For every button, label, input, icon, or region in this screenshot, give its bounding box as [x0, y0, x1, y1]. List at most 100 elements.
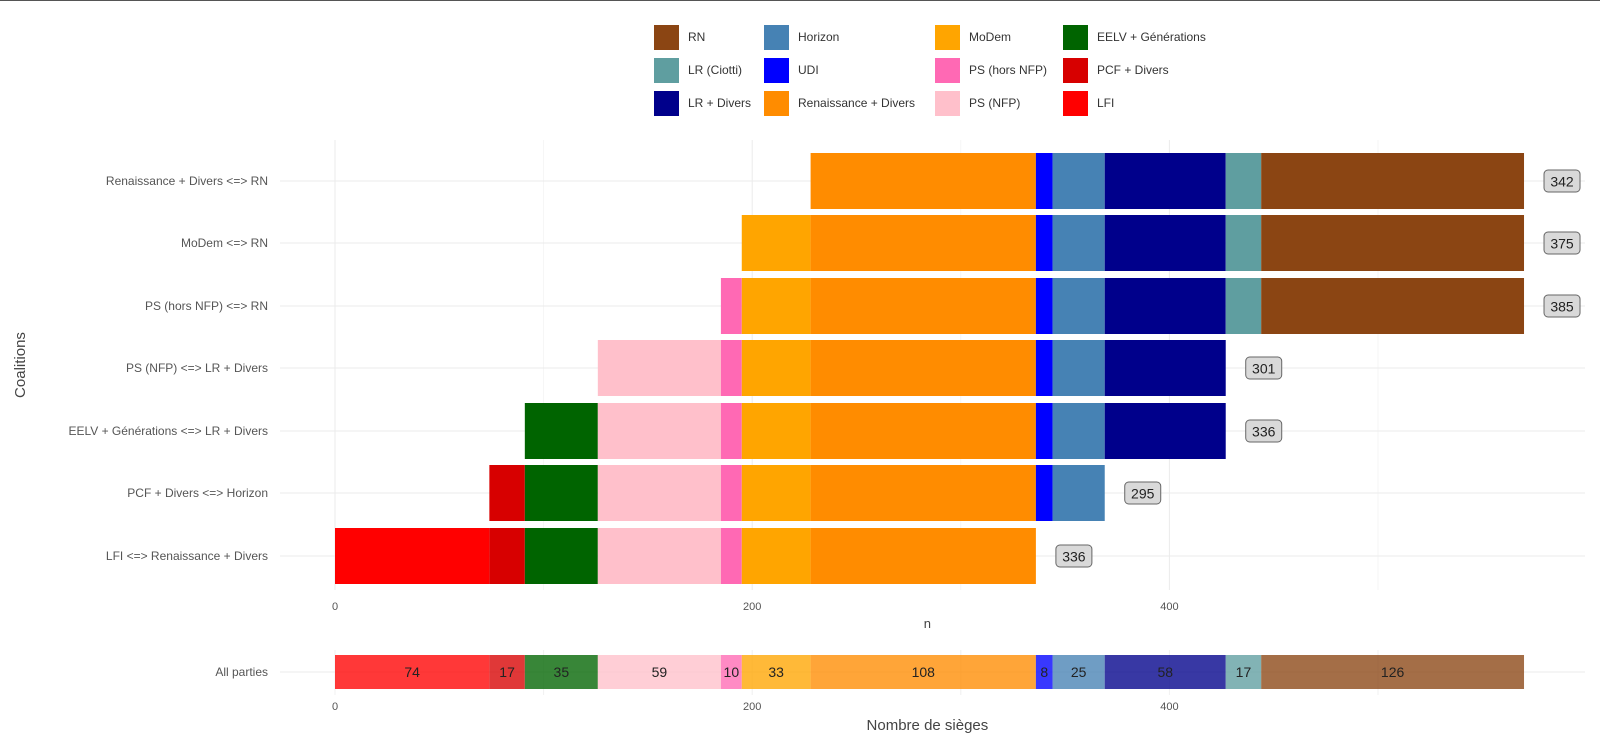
- category-label: MoDem <=> RN: [181, 236, 268, 250]
- segment-value-label: 58: [1157, 664, 1173, 680]
- category-label: EELV + Générations <=> LR + Divers: [68, 424, 268, 438]
- bar-segment-horizon: [1052, 153, 1105, 209]
- category-label: PS (hors NFP) <=> RN: [145, 299, 268, 313]
- bar-segment-renaissance-divers: [810, 215, 1036, 271]
- legend-item-rn: RN: [654, 24, 705, 50]
- total-label-box: [1543, 231, 1581, 255]
- total-label-box: [1124, 481, 1162, 505]
- legend-swatch: [1063, 24, 1088, 50]
- legend-item-lfi: LFI: [1063, 90, 1114, 116]
- bar-segment-horizon: [1052, 403, 1105, 459]
- legend-label: PS (NFP): [969, 96, 1021, 110]
- top-border: [0, 0, 1600, 1]
- bar-segment-udi: [1035, 465, 1053, 521]
- legend-item-renaissance-divers: Renaissance + Divers: [764, 90, 915, 116]
- bar-segment-eelv-g-n-rations: [524, 465, 598, 521]
- legend-label: LR (Ciotti): [688, 63, 743, 77]
- legend-item-ps-nfp: PS (NFP): [935, 90, 1020, 116]
- category-label: PS (NFP) <=> LR + Divers: [126, 361, 268, 375]
- bar-segment-udi: [1035, 403, 1053, 459]
- all-parties-segment-modem: [741, 655, 811, 689]
- all-parties-segment-ps-hors-nfp: [720, 655, 742, 689]
- x-tick-label: 200: [743, 701, 761, 713]
- bar-segment-modem: [741, 278, 811, 334]
- legend-item-modem: MoDem: [935, 24, 1011, 50]
- total-label: 336: [1252, 424, 1276, 440]
- all-parties-segment-ps-nfp: [597, 655, 721, 689]
- bar-segment-lr-divers: [1104, 215, 1226, 271]
- all-parties-segment-rn: [1261, 655, 1525, 689]
- legend-swatch: [764, 90, 789, 116]
- legend-swatch: [764, 24, 789, 50]
- x-tick-label: 0: [332, 601, 338, 613]
- bar-segment-horizon: [1052, 215, 1105, 271]
- legend-label: Renaissance + Divers: [798, 96, 916, 110]
- all-parties-segment-renaissance-divers: [810, 655, 1036, 689]
- legend-label: UDI: [798, 63, 819, 77]
- bar-segment-lfi: [335, 528, 490, 584]
- all-parties-segment-pcf-divers: [489, 655, 525, 689]
- legend-swatch: [654, 90, 679, 116]
- legend-label: LFI: [1097, 96, 1115, 110]
- legend-swatch: [935, 90, 960, 116]
- segment-value-label: 59: [652, 664, 668, 680]
- bar-segment-lr-divers: [1104, 403, 1226, 459]
- legend-item-ps-hors-nfp: PS (hors NFP): [935, 57, 1047, 83]
- bar-segment-eelv-g-n-rations: [524, 528, 598, 584]
- legend-swatch: [654, 57, 679, 83]
- bar-segment-lr-ciotti: [1225, 278, 1262, 334]
- bar-segment-ps-hors-nfp: [720, 465, 742, 521]
- bar-segment-ps-hors-nfp: [720, 278, 742, 334]
- bar-segment-ps-hors-nfp: [720, 403, 742, 459]
- all-parties-segment-lfi: [335, 655, 490, 689]
- bar-segment-lr-divers: [1104, 278, 1226, 334]
- legend-item-lr-divers: LR + Divers: [654, 90, 751, 116]
- bar-segment-ps-hors-nfp: [720, 340, 742, 396]
- category-label: Renaissance + Divers <=> RN: [106, 174, 268, 188]
- bar-segment-rn: [1261, 153, 1525, 209]
- total-label: 385: [1550, 299, 1574, 315]
- segment-value-label: 8: [1040, 664, 1048, 680]
- total-label: 336: [1062, 549, 1086, 565]
- bar-segment-pcf-divers: [489, 528, 525, 584]
- all-parties-segment-udi: [1035, 655, 1053, 689]
- bar-segment-ps-nfp: [597, 403, 721, 459]
- legend-label: PS (hors NFP): [969, 63, 1048, 77]
- x-tick-label: 200: [743, 601, 761, 613]
- bar-segment-eelv-g-n-rations: [524, 403, 598, 459]
- legend-swatch: [764, 57, 789, 83]
- x-tick-label: 400: [1160, 701, 1178, 713]
- y-axis-title: Coalitions: [12, 332, 29, 398]
- segment-value-label: 35: [554, 664, 570, 680]
- bar-segment-renaissance-divers: [810, 465, 1036, 521]
- legend-item-udi: UDI: [764, 57, 819, 83]
- all-parties-segment-lr-divers: [1104, 655, 1226, 689]
- bar-segment-lr-ciotti: [1225, 153, 1262, 209]
- segment-value-label: 25: [1071, 664, 1087, 680]
- x-axis-title: n: [924, 616, 931, 631]
- all-parties-segment-horizon: [1052, 655, 1105, 689]
- segment-value-label: 17: [1236, 664, 1252, 680]
- bar-segment-renaissance-divers: [810, 403, 1036, 459]
- legend-label: RN: [688, 30, 706, 44]
- total-label-box: [1245, 356, 1283, 380]
- x-tick-label: 400: [1160, 601, 1178, 613]
- legend: RN LR (Ciotti) LR + Divers Horizon UDI Renais…: [654, 24, 1254, 124]
- total-label: 301: [1252, 361, 1276, 377]
- bar-segment-horizon: [1052, 465, 1105, 521]
- bar-segment-ps-nfp: [597, 528, 721, 584]
- bar-segment-ps-nfp: [597, 465, 721, 521]
- bar-segment-horizon: [1052, 340, 1105, 396]
- bar-segment-udi: [1035, 153, 1053, 209]
- total-label-box: [1055, 544, 1093, 568]
- legend-swatch: [935, 57, 960, 83]
- segment-value-label: 108: [912, 664, 936, 680]
- total-label: 342: [1550, 174, 1574, 190]
- segment-value-label: 74: [404, 664, 420, 680]
- total-label-box: [1543, 169, 1581, 193]
- legend-item-lr-ciotti: LR (Ciotti): [654, 57, 742, 83]
- all-parties-segment-lr-ciotti: [1225, 655, 1262, 689]
- bar-segment-renaissance-divers: [810, 528, 1036, 584]
- bar-segment-renaissance-divers: [810, 278, 1036, 334]
- legend-swatch: [935, 24, 960, 50]
